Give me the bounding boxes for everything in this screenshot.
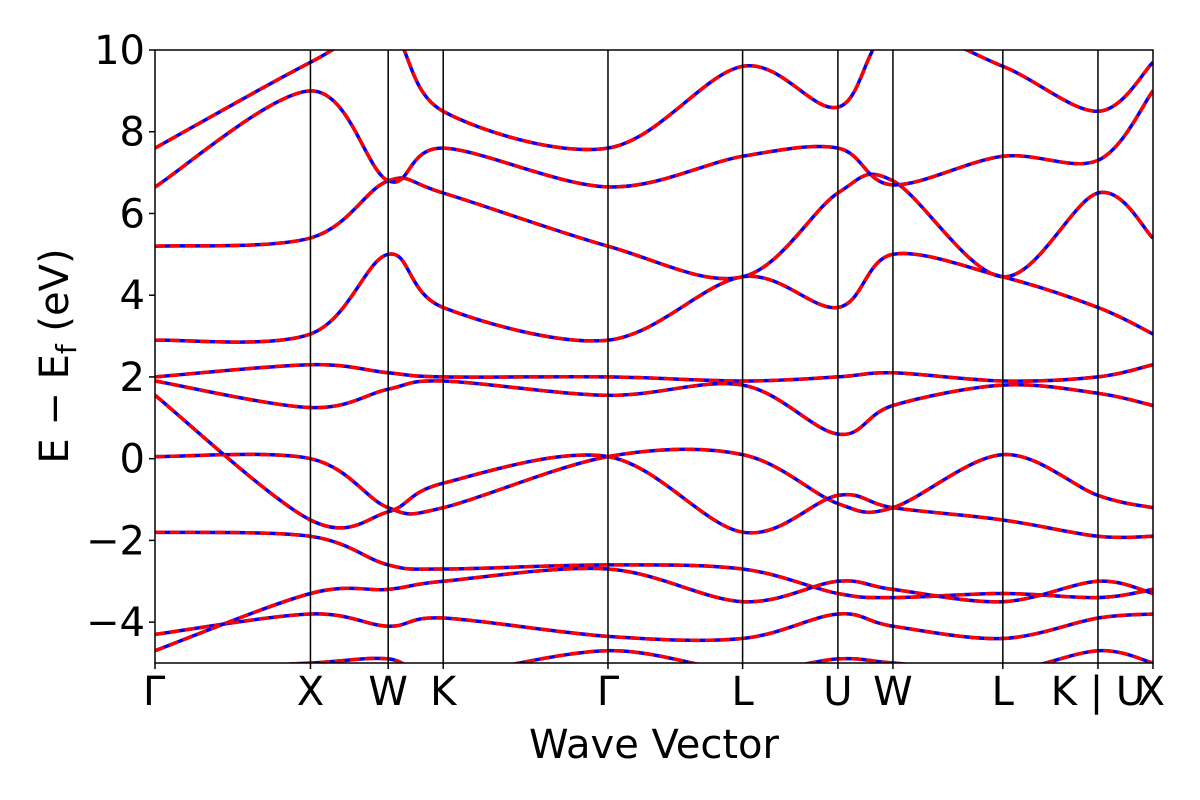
y-tick-label-3: 2 <box>120 355 145 401</box>
band-line-red-7 <box>155 89 1153 189</box>
y-tick-label-7: 10 <box>94 28 145 74</box>
band-line-red-9 <box>155 612 1153 643</box>
band-line-red-1 <box>155 447 1153 516</box>
x-tick-label-6: U <box>823 669 852 715</box>
x-tick-label-2: W <box>368 669 408 715</box>
x-tick-label-3: K <box>430 669 458 715</box>
band-line-red-8 <box>155 50 1153 152</box>
band-line-red-10 <box>155 566 1153 653</box>
y-tick-label-2: 0 <box>120 437 145 483</box>
band-line-red-0 <box>155 530 1153 600</box>
plot-frame <box>154 49 1154 664</box>
y-axis-label-unit: (eV) <box>32 248 78 344</box>
high-symmetry-lines <box>309 50 1099 663</box>
y-axis-label: E − Ef (eV) <box>32 248 83 463</box>
y-axis-label-main: E − E <box>32 354 78 464</box>
band-line-red-6 <box>155 172 1153 281</box>
x-tick-label-10: X <box>1138 669 1165 715</box>
x-axis-label: Wave Vector <box>529 722 780 768</box>
x-tick-label-4: Γ <box>597 669 620 715</box>
y-tick-label-6: 8 <box>120 110 145 156</box>
y-tick-label-1: −2 <box>86 518 145 564</box>
y-axis-label-subscript: f <box>50 343 83 354</box>
y-axis-ticks: −4 −2 0 2 4 6 8 10 <box>86 28 155 646</box>
y-tick-label-0: −4 <box>86 600 145 646</box>
y-tick-label-4: 4 <box>120 273 145 319</box>
x-tick-label-5: L <box>731 669 754 715</box>
x-tick-label-8: L <box>992 669 1015 715</box>
band-lines <box>155 50 1153 663</box>
x-tick-label-1: X <box>297 669 324 715</box>
x-tick-label-7: W <box>873 669 913 715</box>
x-tick-label-9: K | U <box>1051 669 1145 715</box>
x-tick-label-0: Γ <box>143 669 166 715</box>
y-tick-label-5: 6 <box>120 191 145 237</box>
band-line-red-3 <box>155 362 1153 383</box>
band-line-red-11 <box>276 648 1153 663</box>
